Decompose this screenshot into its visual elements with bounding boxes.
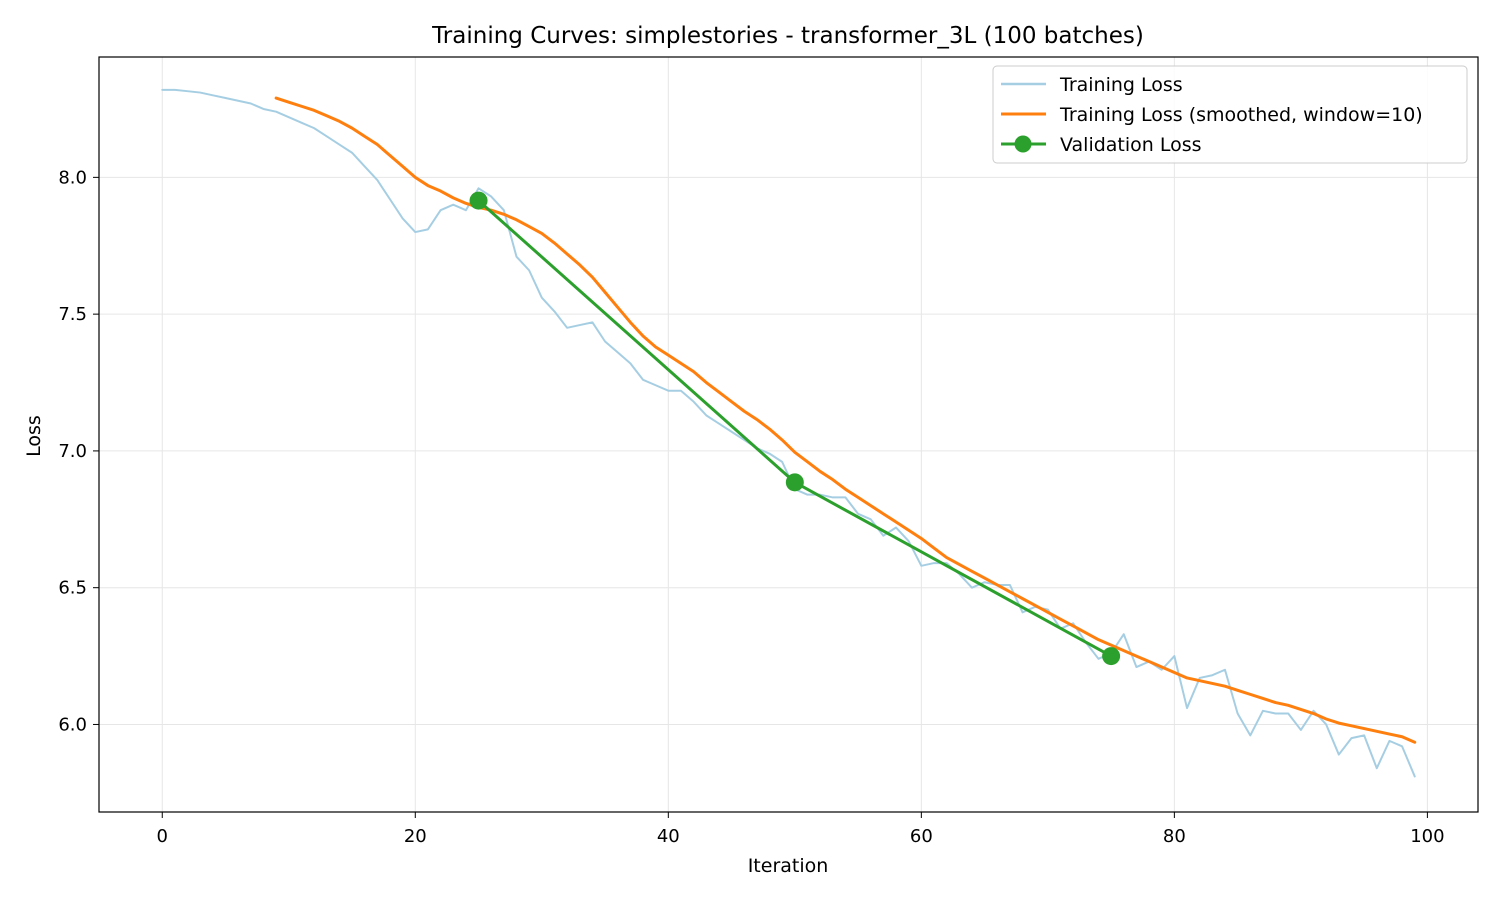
legend-marker-validation-loss: [1014, 135, 1032, 153]
grid: [99, 57, 1478, 812]
validation-loss-point: [469, 191, 488, 210]
y-tick-label: 8.0: [58, 167, 87, 188]
x-tick-label: 40: [657, 826, 680, 847]
x-axis: 0 20 40 60 80 100: [157, 812, 1445, 847]
x-tick-label: 80: [1163, 826, 1186, 847]
x-tick-label: 0: [157, 826, 168, 847]
legend-label-validation-loss: Validation Loss: [1060, 134, 1202, 156]
y-tick-label: 7.5: [58, 304, 87, 325]
plot-frame: [98, 56, 1479, 813]
validation-loss-point: [1102, 647, 1121, 666]
validation-loss-point: [785, 473, 804, 492]
x-axis-title: Iteration: [748, 855, 829, 877]
x-tick-label: 20: [404, 826, 427, 847]
legend: Training Loss Training Loss (smoothed, w…: [992, 65, 1468, 164]
y-tick-label: 6.0: [58, 714, 87, 735]
legend-box: [992, 65, 1468, 164]
plot-series: [161, 88, 1417, 778]
y-axis-title: Loss: [23, 415, 45, 457]
x-tick-label: 60: [910, 826, 933, 847]
chart-title: Training Curves: simplestories - transfo…: [431, 23, 1144, 49]
y-tick-label: 7.0: [58, 441, 87, 462]
legend-label-training-loss: Training Loss: [1059, 74, 1183, 96]
smoothed-training-loss-line: [274, 96, 1417, 744]
y-axis: 6.0 6.5 7.0 7.5 8.0: [58, 167, 99, 735]
x-tick-label: 100: [1410, 826, 1444, 847]
y-tick-label: 6.5: [58, 578, 87, 599]
legend-label-smoothed-loss: Training Loss (smoothed, window=10): [1059, 104, 1423, 126]
